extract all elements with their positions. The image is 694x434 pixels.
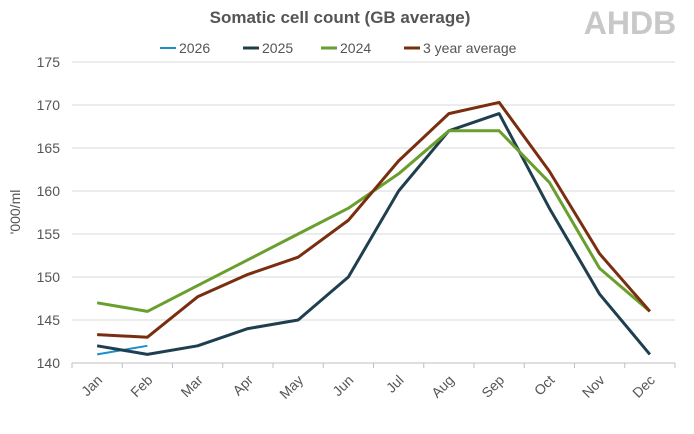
y-tick-label: 165 (37, 140, 61, 156)
x-tick-label: Oct (531, 372, 558, 399)
y-tick-label: 160 (37, 183, 61, 199)
y-axis-label: '000/ml (7, 190, 23, 235)
x-tick-label: Dec (629, 372, 658, 401)
x-tick-label: Jul (383, 372, 407, 396)
ahdb-logo: AHDB (584, 5, 676, 41)
legend-label: 3 year average (423, 40, 517, 56)
x-tick-label: Sep (478, 372, 507, 401)
legend-label: 2025 (262, 40, 293, 56)
chart-title: Somatic cell count (GB average) (210, 8, 471, 27)
x-tick-label: Apr (229, 372, 256, 399)
x-tick-label: Feb (127, 372, 156, 401)
x-tick-label: Jan (78, 372, 105, 399)
legend-label: 2026 (179, 40, 210, 56)
y-tick-label: 155 (37, 226, 61, 242)
x-tick-label: May (276, 372, 306, 402)
legend-label: 2024 (340, 40, 371, 56)
y-tick-label: 145 (37, 312, 61, 328)
x-tick-label: Nov (579, 372, 608, 401)
y-tick-label: 170 (37, 97, 61, 113)
x-tick-label: Aug (428, 372, 457, 401)
series-line-2024 (96, 129, 651, 313)
series-line-2025 (96, 112, 652, 356)
x-tick-label: Jun (329, 372, 356, 399)
y-tick-label: 140 (37, 355, 61, 371)
series-line-3-year-average (97, 100, 652, 339)
y-tick-label: 175 (37, 54, 61, 70)
x-tick-label: Mar (177, 372, 206, 401)
y-tick-label: 150 (37, 269, 61, 285)
